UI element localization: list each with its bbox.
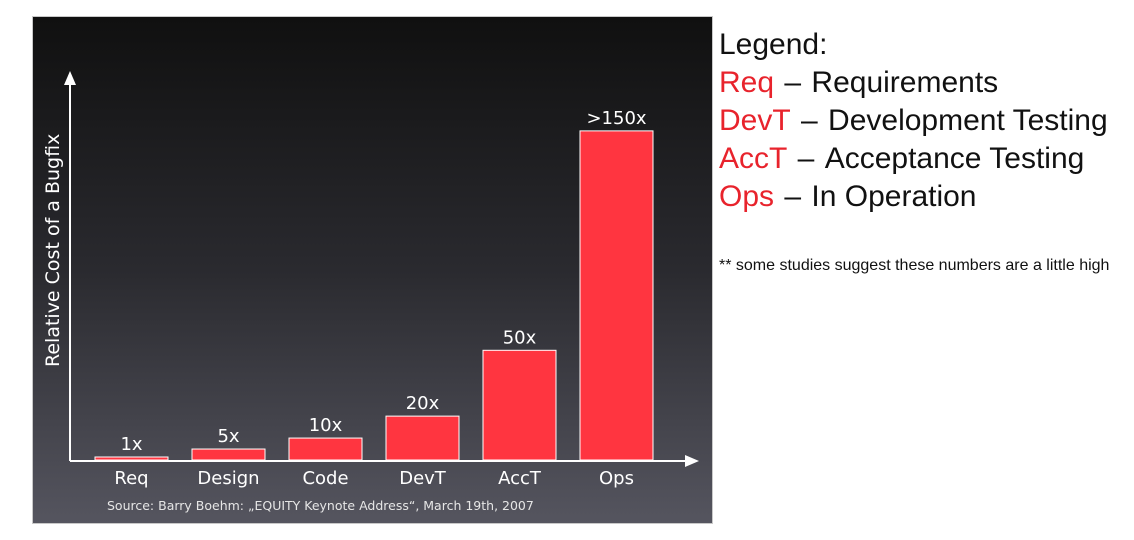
bar-code: [288, 437, 363, 461]
x-tick-label-req: Req: [114, 468, 148, 489]
bar-req: [94, 456, 169, 461]
bar-chart: Relative Cost of a Bugfix 1xReq5xDesign1…: [42, 71, 699, 513]
x-tick-label-code: Code: [302, 468, 348, 489]
bar-ops: [579, 130, 654, 461]
legend-dash: –: [776, 66, 810, 99]
legend-item-ops: Ops – In Operation: [719, 178, 1129, 216]
bar-value-label-ops: >150x: [586, 108, 646, 129]
chart-panel: Relative Cost of a Bugfix 1x Req 5x Design 1…: [32, 16, 713, 524]
legend-dash: –: [792, 104, 827, 137]
legend-heading: Legend:: [719, 28, 828, 61]
bar-value-label-devt: 20x: [406, 393, 440, 414]
chart-source: Source: Barry Boehm: „EQUITY Keynote Add…: [107, 498, 534, 513]
legend: Legend: Req – Requirements DevT – Develop…: [719, 26, 1129, 216]
y-axis-arrow: [64, 71, 76, 85]
legend-items: Req – Requirements DevT – Development Tes…: [719, 64, 1129, 216]
legend-dash: –: [776, 180, 810, 213]
legend-item-acct: AccT – Acceptance Testing: [719, 140, 1129, 178]
bar-devt: [385, 415, 460, 461]
bar-value-label-code: 10x: [309, 415, 343, 436]
x-tick-label-ops: Ops: [599, 468, 634, 489]
y-axis-label: Relative Cost of a Bugfix: [42, 134, 64, 367]
x-tick-label-devt: DevT: [399, 468, 447, 489]
legend-item-devt: DevT – Development Testing: [719, 102, 1129, 140]
legend-abbr: AccT: [719, 142, 788, 175]
legend-item-req: Req – Requirements: [719, 64, 1129, 102]
x-axis-arrow: [685, 455, 699, 467]
bar-design: [191, 448, 266, 461]
bar-value-label-design: 5x: [217, 426, 239, 447]
bar-value-label-acct: 50x: [503, 327, 537, 348]
legend-description: Requirements: [811, 66, 999, 99]
legend-dash: –: [789, 142, 823, 175]
bar-value-label-req: 1x: [120, 434, 142, 455]
bars-group: 1x Req 5x Design 10x Code 20x DevT 50x AccT >150x O…: [94, 108, 654, 489]
legend-abbr: Req: [719, 66, 775, 99]
legend-description: Acceptance Testing: [824, 142, 1085, 175]
legend-description: Development Testing: [828, 104, 1108, 137]
x-tick-label-acct: AccT: [498, 468, 542, 489]
legend-abbr: Ops: [719, 180, 775, 213]
legend-abbr: DevT: [719, 104, 791, 137]
bar-acct: [482, 349, 557, 461]
legend-description: In Operation: [811, 180, 977, 213]
x-tick-label-design: Design: [197, 468, 259, 489]
footnote: ** some studies suggest these numbers ar…: [719, 257, 1110, 274]
